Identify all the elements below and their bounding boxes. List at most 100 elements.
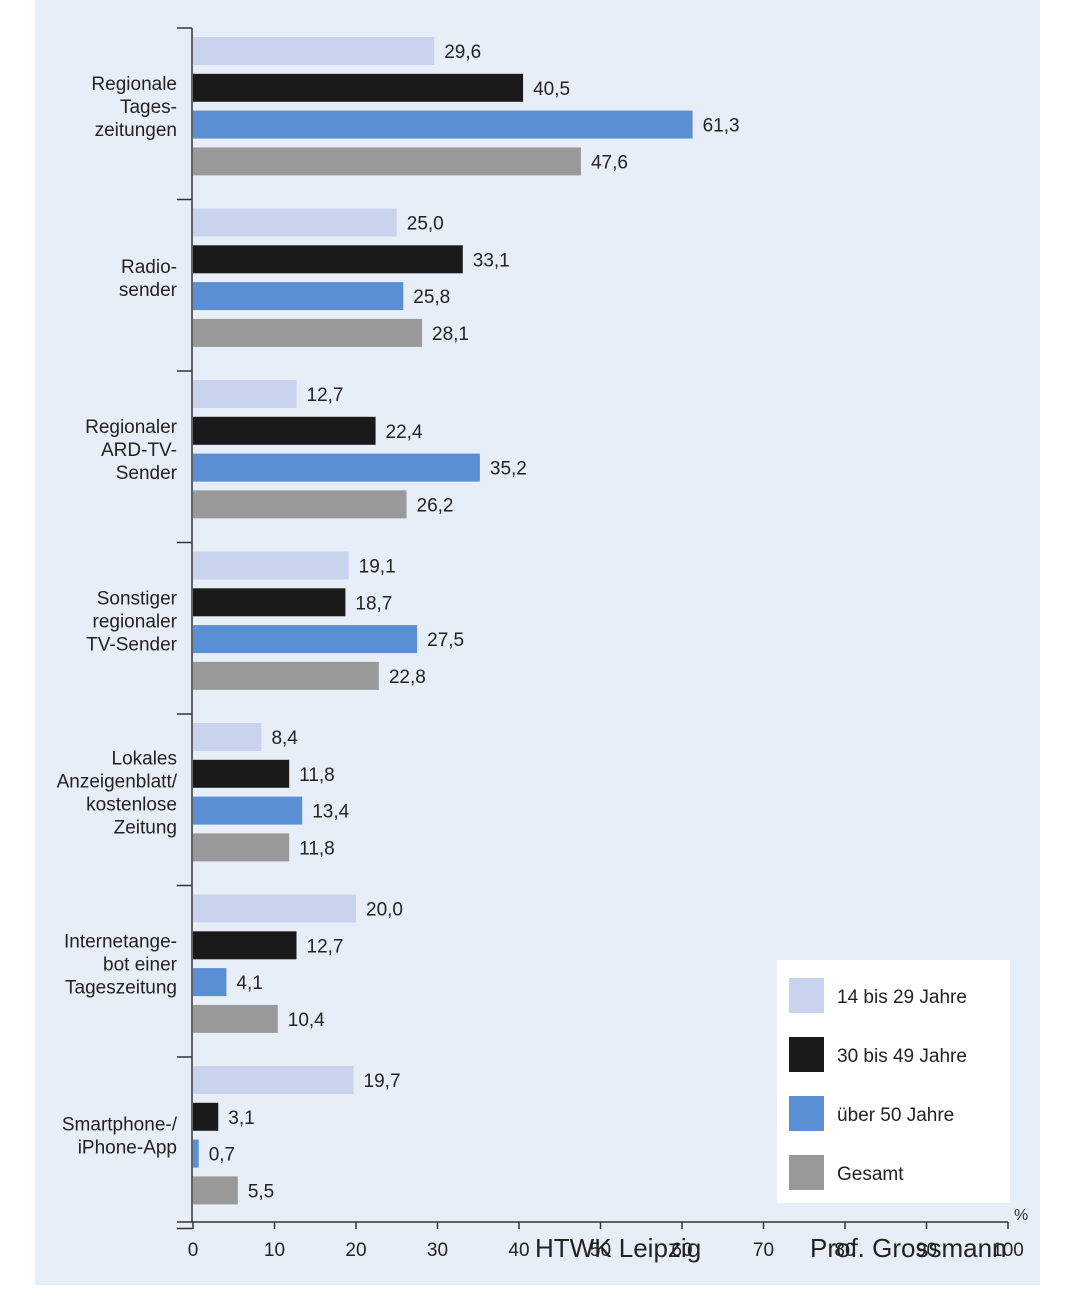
x-tick-label: 40 <box>508 1240 529 1261</box>
legend-swatch-0 <box>789 978 824 1013</box>
legend-label-2: über 50 Jahre <box>837 1105 954 1126</box>
legend-label-0: 14 bis 29 Jahre <box>837 987 967 1008</box>
legend-label-3: Gesamt <box>837 1164 904 1185</box>
bar-1-2 <box>193 282 404 311</box>
category-label-line: Sender <box>116 463 178 484</box>
bar-6-1 <box>193 1102 219 1131</box>
legend-label-1: 30 bis 49 Jahre <box>837 1046 967 1067</box>
legend-swatch-1 <box>789 1037 824 1072</box>
footer-left-text: HTWK Leipzig <box>535 1233 701 1263</box>
legend: 14 bis 29 Jahre 30 bis 49 Jahre über 50 Ja… <box>777 960 1010 1203</box>
bar-2-2 <box>193 453 480 482</box>
x-tick-label: 30 <box>427 1240 448 1261</box>
value-label-0-2: 61,3 <box>703 116 740 137</box>
x-tick-label: 70 <box>753 1240 774 1261</box>
x-tick-label: 80 <box>834 1240 855 1261</box>
legend-swatch-2 <box>789 1096 824 1131</box>
bar-2-1 <box>193 416 376 445</box>
category-label-1: Radio-sender <box>119 257 178 301</box>
bar-3-0 <box>193 551 349 580</box>
category-label-line: Anzeigenblatt/ <box>57 772 178 793</box>
category-label-line: Sonstiger <box>97 589 178 610</box>
value-label-5-2: 4,1 <box>236 973 262 994</box>
category-label-line: Regionaler <box>85 417 178 438</box>
category-label-line: Regionale <box>91 74 177 95</box>
bar-5-0 <box>193 894 356 923</box>
bar-1-3 <box>193 318 423 347</box>
value-label-4-0: 8,4 <box>271 728 298 749</box>
value-label-0-0: 29,6 <box>444 42 481 63</box>
value-label-3-1: 18,7 <box>355 593 392 614</box>
value-label-1-3: 28,1 <box>432 324 469 345</box>
x-tick-label: 90 <box>916 1240 937 1261</box>
bar-4-3 <box>193 833 290 862</box>
value-label-2-0: 12,7 <box>307 385 344 406</box>
value-label-0-3: 47,6 <box>591 152 628 173</box>
value-label-5-0: 20,0 <box>366 900 403 921</box>
value-label-6-3: 5,5 <box>248 1181 274 1202</box>
category-label-line: bot einer <box>103 955 178 976</box>
value-label-3-3: 22,8 <box>389 667 426 688</box>
value-label-1-2: 25,8 <box>413 287 450 308</box>
bar-5-2 <box>193 968 227 997</box>
bar-5-1 <box>193 931 297 960</box>
bar-2-0 <box>193 380 297 408</box>
x-tick-label: 60 <box>671 1240 692 1261</box>
bar-0-1 <box>193 73 524 102</box>
bar-6-2 <box>193 1139 199 1168</box>
x-tick-label: 20 <box>345 1240 366 1261</box>
value-label-2-3: 26,2 <box>417 495 454 516</box>
category-label-line: ARD-TV- <box>101 440 177 461</box>
value-label-1-0: 25,0 <box>407 214 444 235</box>
value-label-3-0: 19,1 <box>359 557 396 578</box>
category-label-line: zeitungen <box>95 120 177 141</box>
bar-4-0 <box>193 723 262 751</box>
bar-3-2 <box>193 625 418 654</box>
category-label-line: Zeitung <box>114 818 177 839</box>
category-label-line: Smartphone-/ <box>62 1115 178 1136</box>
category-label-line: TV-Sender <box>86 635 177 656</box>
value-labels-layer: 29,6 40,5 61,3 47,6 25,0 33,1 25,8 28,1 12,7 22,4… <box>209 42 740 1202</box>
x-unit-label: % <box>1014 1207 1028 1224</box>
value-label-4-3: 11,8 <box>299 838 335 859</box>
value-label-5-3: 10,4 <box>288 1010 325 1031</box>
category-label-3: Sonstiger regionaler TV-Sender <box>86 589 177 656</box>
value-label-4-1: 11,8 <box>299 765 335 786</box>
bar-3-1 <box>193 588 346 617</box>
bar-5-3 <box>193 1004 278 1033</box>
value-label-5-1: 12,7 <box>307 936 344 957</box>
value-label-6-1: 3,1 <box>228 1108 254 1129</box>
value-label-4-2: 13,4 <box>312 802 349 823</box>
category-label-2: Regionaler ARD-TV-Sender <box>85 417 178 484</box>
bar-4-1 <box>193 759 290 788</box>
bar-0-0 <box>193 37 435 65</box>
x-tick-label: 10 <box>264 1240 285 1261</box>
category-label-5: Internetange-bot einer Tageszeitung <box>64 932 178 999</box>
bars-layer <box>193 37 693 1205</box>
legend-swatch-3 <box>789 1155 824 1190</box>
category-label-line: Tageszeitung <box>65 978 177 999</box>
bar-0-3 <box>193 147 581 176</box>
category-label-line: sender <box>119 280 178 301</box>
category-label-0: Regionale Tages-zeitungen <box>91 74 177 141</box>
category-label-line: Tages- <box>120 97 177 118</box>
axis-layer: 0 10 20 30 40 50 60 70 80 90 100% <box>177 27 1028 1261</box>
value-label-2-1: 22,4 <box>386 422 423 443</box>
category-label-4: Lokales Anzeigenblatt/kostenlose Zeitung <box>57 749 178 839</box>
category-label-line: Lokales <box>112 749 178 770</box>
value-label-0-1: 40,5 <box>533 79 570 100</box>
bar-1-0 <box>193 208 397 237</box>
category-label-line: kostenlose <box>86 795 177 816</box>
category-label-6: Smartphone-/iPhone-App <box>62 1115 178 1159</box>
category-label-line: regionaler <box>93 612 178 633</box>
category-label-line: iPhone-App <box>78 1138 177 1159</box>
x-tick-label: 50 <box>590 1240 611 1261</box>
value-label-6-0: 19,7 <box>364 1071 401 1092</box>
category-label-line: Radio- <box>121 257 177 278</box>
x-tick-label: 0 <box>188 1240 199 1261</box>
category-label-line: Internetange- <box>64 932 177 953</box>
footer-right-text: Prof. Grossmann <box>810 1233 1007 1263</box>
value-label-2-2: 35,2 <box>490 459 527 480</box>
